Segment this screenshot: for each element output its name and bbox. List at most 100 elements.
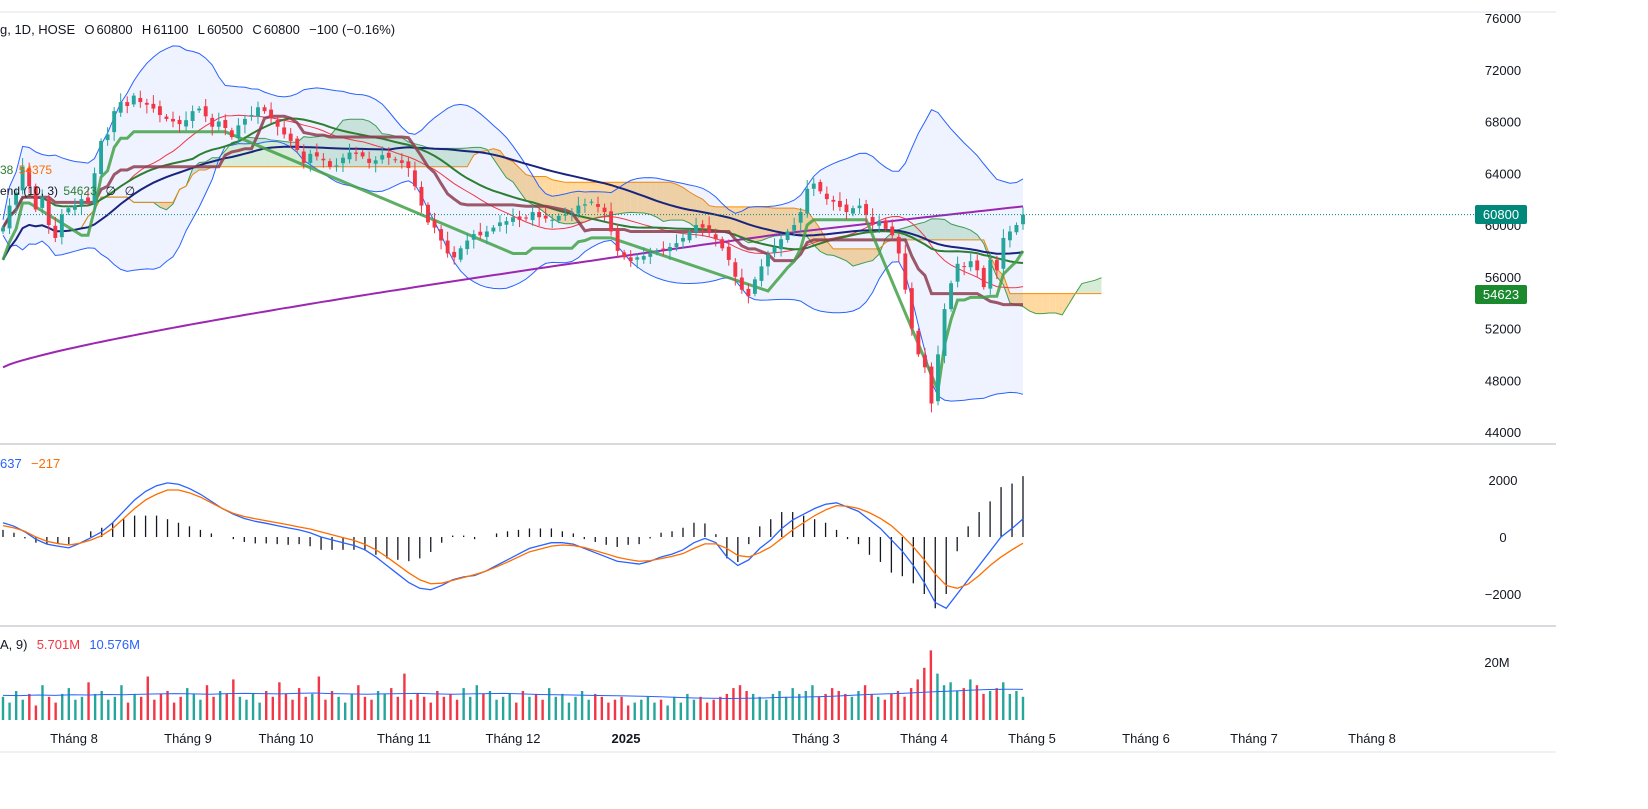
candle-body	[543, 215, 548, 219]
volume-bar	[469, 696, 472, 720]
volume-bar	[317, 676, 321, 720]
open-label: O	[84, 22, 95, 37]
time-axis-tick: Tháng 5	[1008, 731, 1056, 746]
volume-bar	[205, 685, 209, 720]
candle-body	[936, 354, 940, 402]
volume-bar	[139, 696, 143, 720]
candle-body	[295, 138, 300, 150]
candle-body	[20, 166, 25, 191]
cloud-segment	[1029, 293, 1037, 314]
candle-body	[419, 186, 424, 206]
volume-bar	[120, 685, 123, 720]
candle-body	[759, 266, 764, 281]
candle-body	[576, 205, 581, 214]
candle-body	[171, 118, 175, 122]
candle-body	[144, 102, 149, 105]
candle-body	[877, 221, 882, 226]
volume-bar	[541, 699, 544, 720]
supertrend-price-tag: 54623	[1475, 285, 1527, 304]
candle-body	[726, 246, 731, 260]
cloud-segment	[761, 206, 768, 241]
cloud-segment	[454, 148, 461, 167]
volume-bar	[850, 696, 854, 720]
cloud-segment	[781, 208, 788, 236]
volume-bar	[218, 691, 222, 720]
volume-bar	[403, 673, 406, 720]
volume-bar	[442, 696, 446, 720]
candle-body	[314, 152, 319, 157]
volume-bar	[824, 693, 827, 720]
cloud-segment	[931, 218, 938, 240]
macd-pane	[2, 476, 1024, 610]
cloud-segment	[1042, 293, 1050, 314]
volume-bar	[1008, 693, 1012, 720]
cloud-segment	[1009, 293, 1017, 305]
candle-body	[184, 120, 189, 127]
symbol-info: g, 1D, HOSE	[0, 22, 76, 37]
cloud-segment	[460, 148, 468, 167]
volume-bar	[186, 688, 189, 720]
volume-bar	[857, 691, 860, 720]
candle-body	[1007, 231, 1012, 241]
candle-body	[654, 250, 659, 253]
cloud-segment	[964, 227, 971, 240]
volume-bar	[265, 691, 268, 720]
candle-body	[922, 355, 927, 368]
close-label: C	[252, 22, 262, 37]
supertrend-price-tag-text: 54623	[1483, 287, 1519, 302]
volume-bar	[449, 693, 452, 720]
candle-body	[681, 237, 685, 242]
volume-bar	[107, 699, 110, 720]
volume-bar	[916, 679, 919, 720]
volume-bar	[705, 702, 709, 720]
candle-body	[766, 254, 770, 267]
volume-bar	[482, 693, 485, 720]
volume-bar	[784, 696, 788, 720]
cloud-segment	[709, 205, 716, 232]
candle-body	[478, 231, 483, 236]
candle-body	[805, 188, 810, 214]
time-axis-tick: Tháng 12	[486, 731, 541, 746]
cloud-segment	[924, 218, 932, 240]
candle-body	[831, 199, 836, 202]
bb-upper	[2, 45, 1024, 220]
change-value: −100 (−0.16%)	[309, 22, 396, 37]
candle-body	[785, 231, 790, 241]
volume-bar	[100, 691, 103, 720]
time-axis[interactable]: Tháng 8 Tháng 9 Tháng 10 Tháng 11 Tháng 12 20…	[50, 731, 1396, 746]
candle-body	[360, 152, 365, 157]
macd-signal-line	[2, 489, 1024, 589]
cloud-segment	[493, 148, 500, 169]
candle-body	[465, 240, 470, 250]
volume-bar	[363, 696, 367, 720]
volume-bar	[673, 696, 676, 720]
volume-bar	[166, 691, 169, 720]
candle-body	[393, 159, 398, 161]
candle-body	[14, 192, 19, 205]
volume-bar	[41, 685, 44, 720]
volume-bar	[133, 693, 136, 720]
candle-body	[242, 118, 247, 125]
cloud-segment	[558, 181, 566, 224]
cloud-segment	[1036, 293, 1043, 314]
cloud-segment	[669, 182, 677, 221]
candle-body	[746, 288, 751, 297]
candle-body	[596, 204, 600, 207]
price-axis[interactable]: 7600072000680006400060000560005200048000…	[1484, 11, 1521, 670]
macd-axis-tick: 2000	[1489, 473, 1518, 488]
candle-body	[341, 157, 345, 164]
cloud-segment	[839, 248, 847, 261]
candle-body	[327, 161, 332, 167]
candle-body	[720, 239, 725, 249]
volume-bar	[14, 691, 18, 720]
volume-pane	[1, 650, 1025, 720]
candle-body	[844, 204, 849, 213]
time-axis-tick: Tháng 8	[50, 731, 98, 746]
volume-bar	[422, 696, 426, 720]
supertrend-extra-1: ∅	[105, 184, 116, 198]
ma200-line	[2, 205, 1024, 369]
candle-body	[308, 153, 313, 163]
volume-ma-value: 10.576M	[89, 637, 140, 652]
candle-body	[177, 119, 182, 125]
